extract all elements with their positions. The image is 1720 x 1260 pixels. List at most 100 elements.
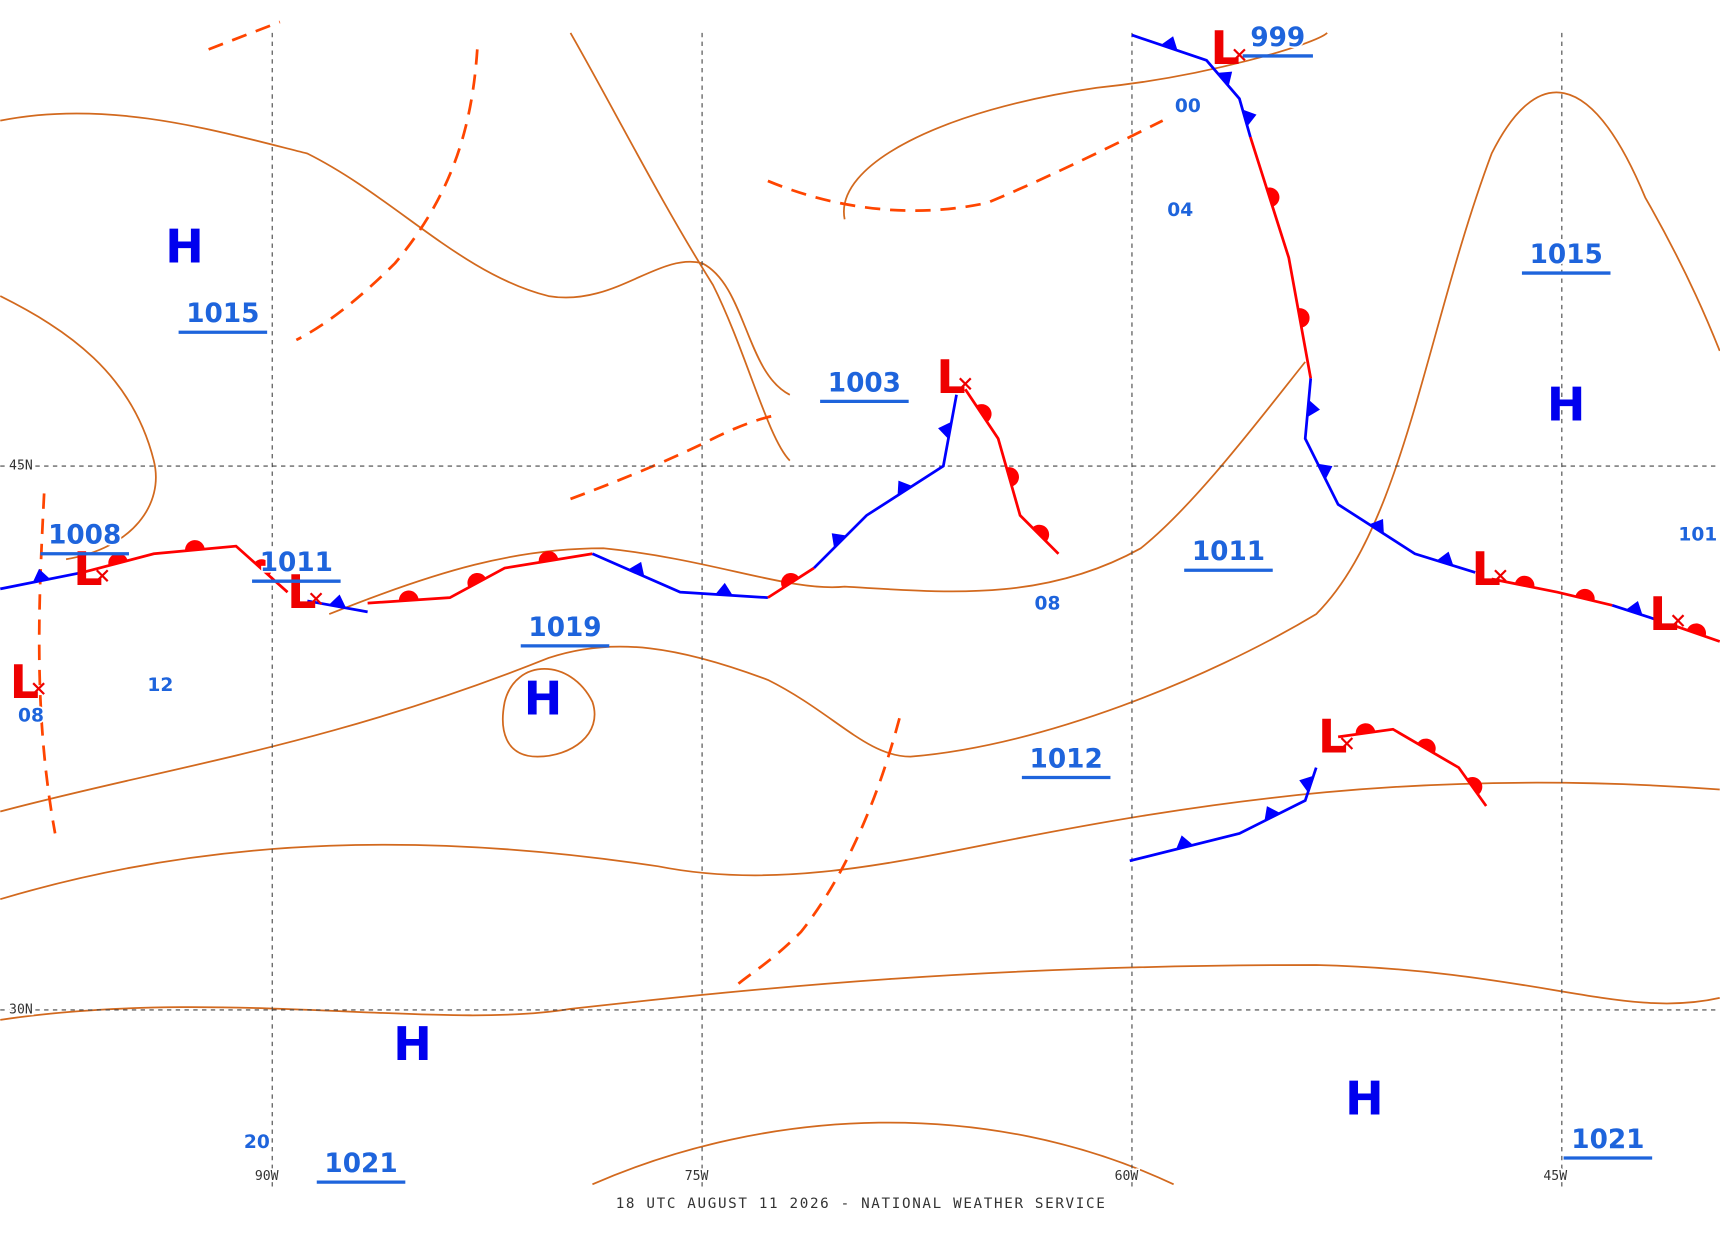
front-triangle [1307,399,1320,418]
front-triangle [1317,463,1333,480]
low-pressure: L [1649,587,1678,641]
front-triangle [328,594,347,608]
isobar-label: 20 [244,1132,270,1153]
isobars [0,32,1720,1186]
isobar-label: 101 [1678,525,1717,546]
graticule [0,32,1720,1187]
front-semicircle [1466,776,1483,795]
low-center-mark [1494,569,1507,582]
footer: 18 UTC AUGUST 11 2026 - NATIONAL WEATHER… [616,1196,1107,1212]
isobar-label: 1021 [1571,1125,1644,1155]
isobar-label: 08 [18,706,44,727]
high-pressure: H [393,1017,432,1071]
cold-front [591,552,768,600]
high-pressure: H [1345,1072,1384,1126]
front-semicircle [538,551,559,563]
isobar-label: 00 [1175,96,1201,117]
front-semicircle [398,590,419,602]
isobar [328,361,1306,615]
front-triangle [1176,835,1194,850]
trough [208,20,281,51]
warm-front [1337,727,1488,807]
troughs [37,20,1164,988]
low-pressure: L [73,542,102,596]
isobar-label: 08 [1035,594,1061,615]
front-triangle [1625,600,1643,616]
warm-front [1491,577,1613,607]
front-semicircle [976,404,992,423]
low-pressure: L [936,350,965,404]
trough [295,49,479,342]
front-semicircle [1355,723,1376,735]
front-triangle [628,561,645,577]
front-semicircle [1686,623,1707,637]
isobar-label: 999 [1250,23,1305,53]
low-pressure: L [287,565,316,619]
isobar [0,112,791,396]
front-semicircle [254,559,272,576]
isobar-label: 1019 [528,613,601,643]
low-pressure: L [1210,21,1239,75]
front-triangle [32,568,50,583]
front-semicircle [108,553,128,566]
front-triangle [897,480,913,496]
front-triangle [1217,71,1233,87]
front-triangle [1299,775,1314,793]
grid-label: 30N [9,1002,33,1017]
low-center-mark [1233,48,1246,62]
front-semicircle [1032,524,1050,542]
low-center-mark [1671,614,1685,627]
isobar-label: 1015 [186,299,259,329]
isobar [592,1121,1175,1186]
high-pressure: H [524,671,563,725]
trough [767,119,1164,212]
front-triangle [1264,806,1281,821]
isobar-label: 12 [147,675,173,696]
isobar [0,781,1720,901]
isobar [0,295,157,561]
front-triangle [1242,109,1257,127]
isobar [0,964,1720,1021]
low-center-mark [1340,737,1354,750]
front-triangle [938,421,952,440]
front-semicircle [1417,738,1436,754]
trough [734,717,901,988]
low-center-mark [32,682,45,695]
low-center-mark [959,377,972,391]
low-center-mark [309,592,323,606]
front-semicircle [1266,187,1280,207]
low-pressure: L [1471,542,1500,596]
grid-label: 90W [255,1169,279,1184]
front-triangle [715,582,733,596]
low-pressure: L [1318,710,1347,764]
front-semicircle [1575,588,1595,602]
isobar-label: 1003 [828,368,901,398]
front-semicircle [781,572,800,589]
isobar-label: 1021 [324,1149,397,1179]
high-pressure: H [1547,377,1586,431]
low-center-mark [95,569,109,582]
trough [570,413,780,501]
isobar [843,32,1328,220]
isobar-label: 04 [1167,200,1193,221]
front-semicircle [467,572,486,588]
high-pressure: H [165,220,204,274]
isobar-label: 1011 [1192,537,1265,567]
isobar [569,32,791,462]
isobar-label: 1015 [1530,240,1603,270]
front-semicircle [185,540,205,551]
front-triangle [1160,36,1178,51]
front-triangle [1369,518,1384,534]
cold-front [1303,378,1476,574]
grid-label: 45W [1543,1169,1567,1184]
grid-label: 45N [9,459,33,474]
grid-label: 75W [685,1169,709,1184]
isobar [501,668,596,758]
warm-front [1249,136,1313,379]
front-semicircle [1006,467,1019,487]
trough [37,493,57,834]
grid-label: 60W [1115,1169,1139,1184]
front-semicircle [1514,575,1535,588]
